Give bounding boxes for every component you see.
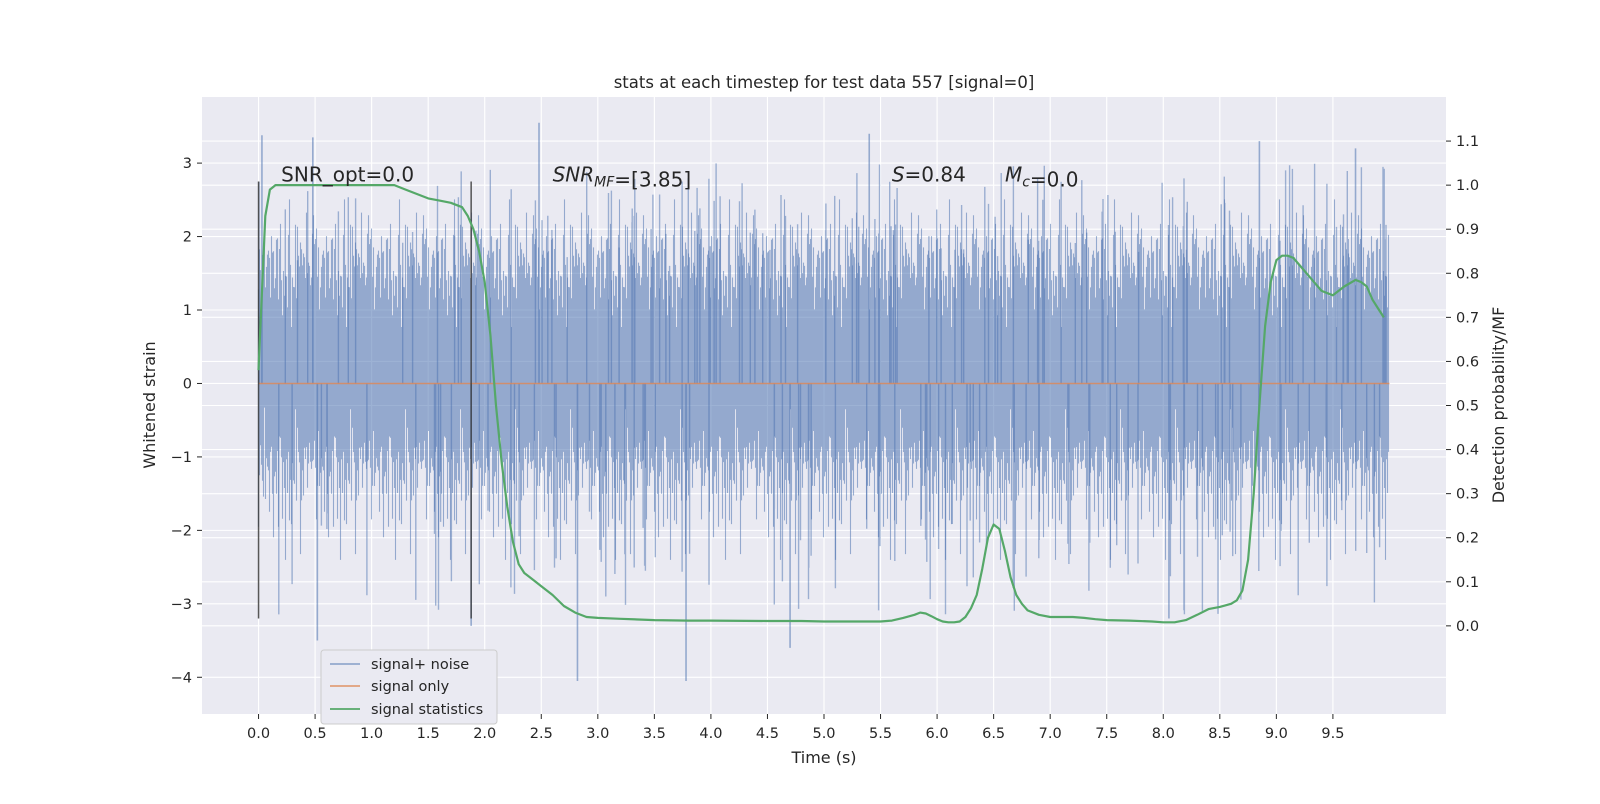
y2-tick-label: 1.0 bbox=[1456, 178, 1479, 194]
x-axis-ticks: 0.0 0.5 1.0 1.5 2.0 2.5 3.0 3.5 4.0 4.5 5.0 5.5 6.0 6… bbox=[247, 714, 1344, 742]
x-tick-label: 9.5 bbox=[1321, 726, 1344, 742]
y-tick-label: 2 bbox=[183, 230, 192, 246]
x-tick-label: 3.0 bbox=[586, 726, 609, 742]
x-tick-label: 6.0 bbox=[926, 726, 949, 742]
vertical-markers bbox=[257, 181, 472, 619]
noise-spikes bbox=[258, 163, 1387, 615]
y-tick-label: −4 bbox=[171, 670, 192, 686]
annotation-part: MF bbox=[594, 174, 615, 190]
annotation-s-stat: S=0.84 bbox=[892, 162, 966, 186]
x-tick-label: 6.5 bbox=[982, 726, 1005, 742]
y-tick-label: −2 bbox=[171, 523, 192, 539]
y-axis-title: Whitened strain bbox=[140, 341, 159, 468]
statistics-line bbox=[257, 184, 1385, 624]
y-tick-label: −3 bbox=[171, 597, 192, 613]
y-tick-label: 3 bbox=[183, 156, 192, 172]
y-tick-label: −1 bbox=[171, 450, 192, 466]
x-tick-label: 7.0 bbox=[1039, 726, 1062, 742]
y2-tick-label: 0.2 bbox=[1456, 531, 1479, 547]
x-tick-label: 0.0 bbox=[247, 726, 270, 742]
annotation-part: =0.0 bbox=[1030, 167, 1079, 191]
x-tick-label: 9.0 bbox=[1265, 726, 1288, 742]
chart-title: stats at each timestep for test data 557… bbox=[614, 73, 1035, 92]
y2-tick-label: 0.7 bbox=[1456, 310, 1479, 326]
annotation-part: c bbox=[1022, 174, 1030, 190]
y2-tick-label: 0.5 bbox=[1456, 399, 1479, 415]
y2-tick-label: 0.8 bbox=[1456, 266, 1479, 282]
y2-tick-label: 0.0 bbox=[1456, 619, 1479, 635]
legend-label-signal: signal only bbox=[371, 679, 450, 695]
x-tick-label: 4.5 bbox=[756, 726, 779, 742]
x-tick-label: 0.5 bbox=[304, 726, 327, 742]
annotation-part: =[3.85] bbox=[614, 167, 691, 191]
annotation-part: =0.84 bbox=[905, 162, 966, 186]
x-tick-label: 1.5 bbox=[417, 726, 440, 742]
y2-axis-title: Detection probability/MF bbox=[1489, 307, 1508, 504]
y2-tick-label: 0.9 bbox=[1456, 222, 1479, 238]
x-tick-label: 7.5 bbox=[1095, 726, 1118, 742]
y-axis-ticks: 3 2 1 0 −1 −2 −3 −4 bbox=[171, 156, 202, 686]
x-tick-label: 5.0 bbox=[812, 726, 835, 742]
annotation-snr-mf: SNRMF=[3.85] bbox=[553, 162, 692, 191]
x-tick-label: 2.0 bbox=[473, 726, 496, 742]
x-tick-label: 1.0 bbox=[360, 726, 383, 742]
legend-label-statistics: signal statistics bbox=[371, 702, 483, 718]
statistics-series-layer bbox=[257, 184, 1385, 624]
y2-axis-ticks: 1.1 1.0 0.9 0.8 0.7 0.6 0.5 0.4 0.3 0.2 0.1 0.0 bbox=[1446, 134, 1479, 635]
annotation-part: M bbox=[1005, 162, 1022, 186]
x-tick-label: 4.0 bbox=[699, 726, 722, 742]
legend-box bbox=[320, 649, 498, 725]
x-tick-label: 8.0 bbox=[1152, 726, 1175, 742]
legend: signal+ noise signal only signal statist… bbox=[320, 649, 498, 725]
annotation-part: SNR bbox=[553, 162, 595, 186]
legend-item-signal: signal only bbox=[330, 679, 450, 695]
y2-tick-label: 0.6 bbox=[1456, 354, 1479, 370]
legend-label-noise: signal+ noise bbox=[371, 657, 469, 673]
legend-item-statistics: signal statistics bbox=[330, 702, 483, 718]
annotation-part: SNR_opt=0.0 bbox=[281, 162, 414, 186]
y2-tick-label: 0.4 bbox=[1456, 443, 1479, 459]
noise-series-layer bbox=[257, 122, 1390, 681]
y2-tick-label: 1.1 bbox=[1456, 134, 1479, 150]
y-tick-label: 0 bbox=[183, 376, 192, 392]
x-tick-label: 2.5 bbox=[530, 726, 553, 742]
x-axis-title: Time (s) bbox=[790, 748, 856, 767]
x-tick-label: 3.5 bbox=[643, 726, 666, 742]
annotation-part: S bbox=[892, 162, 905, 186]
y2-tick-label: 0.1 bbox=[1456, 575, 1479, 591]
y2-tick-label: 0.3 bbox=[1456, 487, 1479, 503]
x-tick-label: 8.5 bbox=[1208, 726, 1231, 742]
annotation-mc: Mc=0.0 bbox=[1005, 162, 1079, 191]
legend-item-noise: signal+ noise bbox=[330, 657, 469, 673]
y-tick-label: 1 bbox=[183, 303, 192, 319]
annotations: SNR_opt=0.0 SNRMF=[3.85] S=0.84 Mc=0.0 bbox=[281, 162, 1078, 191]
annotation-snr-opt: SNR_opt=0.0 bbox=[281, 162, 414, 186]
x-tick-label: 5.5 bbox=[869, 726, 892, 742]
